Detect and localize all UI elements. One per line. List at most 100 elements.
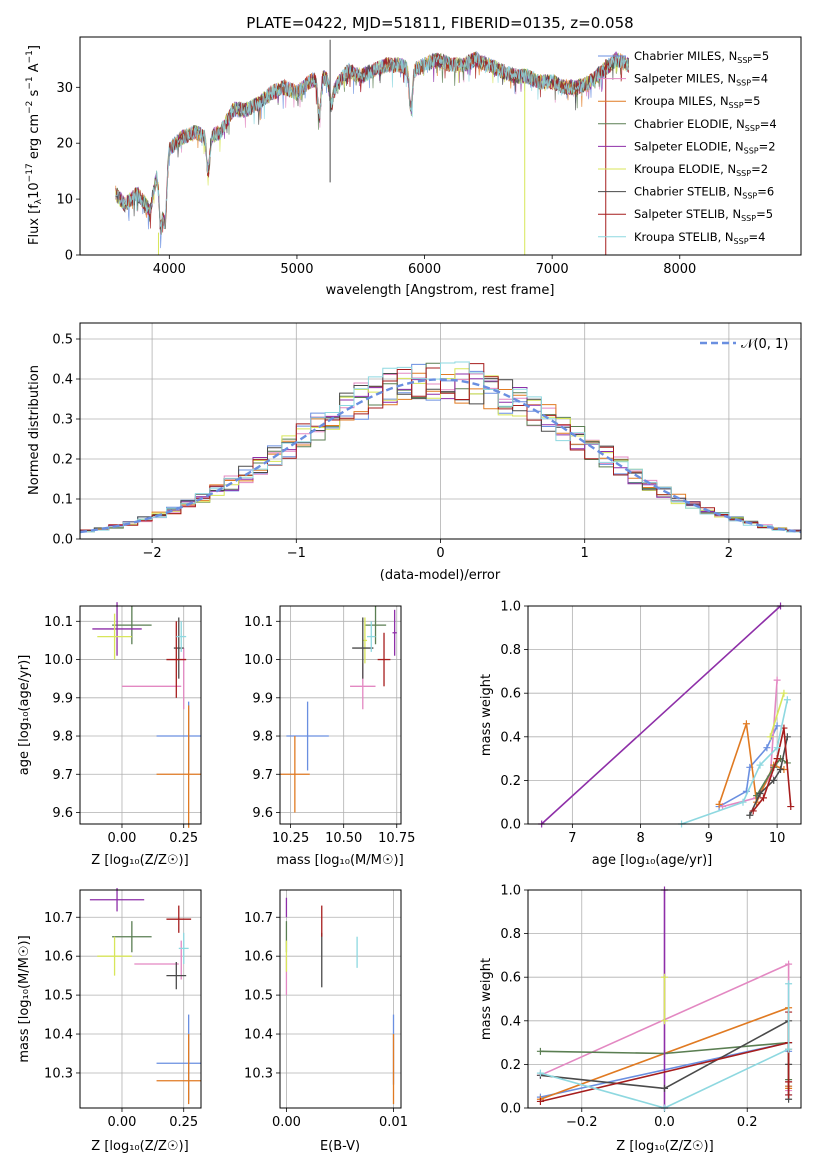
mass-ebv-x-axis-label: E(B-V) [320,1139,360,1154]
y-tick-label: 10.6 [44,950,73,965]
weight-series-line [540,1012,790,1103]
y-tick-label: 0.5 [52,333,73,348]
histogram-y-axis-label: Normed distribution [27,365,42,495]
x-tick-label: −2 [143,546,162,561]
legend-entry: Chabrier MILES, NSSP=5 [634,49,769,65]
y-tick-label: 9.7 [252,768,273,783]
y-tick-label: 9.8 [52,730,73,745]
y-tick-label: 0.1 [52,493,73,508]
weight-z-x-axis-label: Z [log₁₀(Z/Z☉)] [616,1139,713,1154]
mass-z-y-axis-label: mass [log₁₀(M/M☉)] [17,935,32,1062]
weight-point-marker [787,803,795,811]
y-tick-label: 9.7 [52,768,73,783]
x-tick-label: 0 [436,546,444,561]
x-tick-label: 0.25 [169,831,198,846]
y-tick-label: 0.4 [52,373,73,388]
histogram-x-axis-label: (data-model)/error [380,568,501,583]
legend-entry: Kroupa STELIB, NSSP=4 [634,230,765,246]
y-tick-label: 10.0 [44,653,73,668]
y-tick-label: 0.6 [500,971,521,986]
weight-point-marker [746,811,754,819]
y-tick-label: 9.6 [52,806,73,821]
weight-series-line [769,692,785,738]
y-tick-label: 10.4 [244,1028,273,1043]
y-tick-label: 0.6 [500,687,521,702]
age-vs-metallicity-panel: 0.00 0.25 9.6 9.7 9.8 9.9 10.0 10.1 [44,602,202,846]
age-z-y-axis-label: age [log₁₀(age/yr)] [17,655,32,776]
x-tick-label: 5000 [280,262,313,277]
mass-vs-ebv-panel: 0.00 0.01 10.3 10.4 10.5 10.6 10.7 [244,889,408,1130]
legend-entry: Kroupa ELODIE, NSSP=2 [634,162,768,178]
x-tick-label: 7 [568,831,576,846]
weight-point-marker [780,689,788,697]
weight-point-marker [661,1084,668,1092]
x-tick-label: 0.0 [654,1115,675,1130]
axes-frame [79,605,202,825]
x-tick-label: 10 [769,831,786,846]
y-tick-label: 10.6 [244,950,273,965]
spectrum-legend: Chabrier MILES, NSSP=5 Salpeter MILES, NS… [598,49,777,246]
weight-point-marker [739,798,747,806]
x-tick-label: 4000 [153,262,186,277]
spectrum-plot-area: 4000 5000 6000 7000 8000 0 10 20 30 [56,36,802,277]
weight-point-marker [785,960,793,968]
x-tick-label: 0.01 [379,1115,408,1130]
y-tick-label: 10 [56,193,73,208]
x-tick-label: −0.2 [566,1115,598,1130]
weight-point-marker [759,794,767,802]
x-tick-label: 6000 [408,262,441,277]
weight-point-marker [773,676,781,684]
weight-vs-age-panel: 7 8 9 10 0.0 0.2 0.4 0.6 0.8 1.0 [500,600,802,846]
weight-point-marker [742,720,750,728]
residual-histogram-panel: −2 −1 0 1 2 0.0 0.1 0.2 0.3 0.4 0.5 𝒩(0, 1) (data-m… [27,322,802,583]
y-tick-label: 0.2 [52,453,73,468]
axes-frame [527,889,802,1109]
weight-point-marker [756,789,764,797]
axes-frame [527,605,802,825]
age-vs-mass-panel: 10.25 10.50 10.75 9.6 9.7 9.8 9.9 10.0 10.1 [244,605,415,846]
x-tick-label: 10.25 [272,831,309,846]
x-tick-label: 9 [705,831,713,846]
x-tick-label: 0.25 [169,1115,198,1130]
y-tick-label: 9.6 [252,806,273,821]
spectrum-series-line [115,53,630,230]
weight-point-marker [661,1017,668,1025]
weight-point-marker [536,1047,544,1055]
weight-series-line [541,605,782,825]
y-tick-label: 9.9 [52,691,73,706]
y-tick-label: 1.0 [500,600,521,615]
y-tick-label: 9.9 [252,691,273,706]
y-tick-label: 10.1 [44,615,73,630]
weight-point-marker [773,755,781,763]
weight-point-marker [783,696,791,704]
figure-title: PLATE=0422, MJD=51811, FIBERID=0135, z=0… [246,14,633,32]
weight-point-marker [773,744,781,752]
axes-frame [79,36,802,256]
histogram-plot-area: −2 −1 0 1 2 0.0 0.1 0.2 0.3 0.4 0.5 𝒩(0, 1) [52,322,802,561]
y-tick-label: 30 [56,81,73,96]
axes-frame [279,889,402,1109]
weight-point-marker [777,766,785,773]
weight-point-marker [773,722,781,730]
legend-entry: Salpeter ELODIE, NSSP=2 [634,139,776,155]
mass-z-x-axis-label: Z [log₁₀(Z/Z☉)] [91,1139,188,1154]
x-tick-label: 2 [725,546,733,561]
weight-point-marker [756,761,764,769]
y-tick-label: 0.4 [500,730,521,745]
weight-z-y-axis-label: mass weight [479,958,494,1040]
normal-legend-label: 𝒩(0, 1) [741,337,788,352]
y-tick-label: 10.3 [44,1066,73,1081]
weight-point-marker [785,1045,793,1053]
x-tick-label: 10.50 [325,831,362,846]
x-tick-label: 8000 [663,262,696,277]
x-tick-label: 8 [636,831,644,846]
weight-series-line [755,757,788,797]
y-tick-label: 0.0 [52,533,73,548]
legend-entry: Chabrier ELODIE, NSSP=4 [634,117,777,133]
spectrum-y-axis-label: Flux [fλ10−17 erg cm−2 s−1 A−1] [25,45,44,245]
weight-point-marker [785,1078,793,1086]
legend-entry: Salpeter MILES, NSSP=4 [634,72,768,88]
y-tick-label: 0.2 [500,774,521,789]
weight-point-marker [536,1097,544,1105]
legend-entry: Kroupa MILES, NSSP=5 [634,94,760,110]
